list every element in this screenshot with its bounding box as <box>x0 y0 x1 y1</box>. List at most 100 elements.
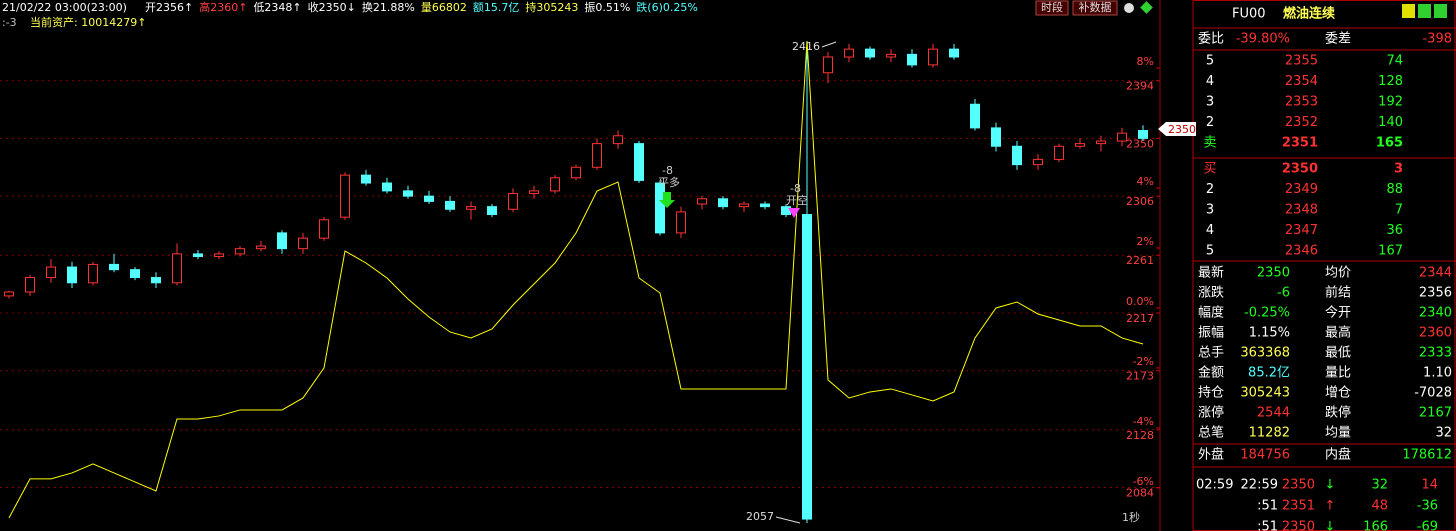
tick-volume: 32 <box>1371 478 1388 493</box>
stat-value: 32 <box>1435 426 1452 441</box>
book-qty: 128 <box>1378 74 1403 89</box>
book-qty: 3 <box>1394 162 1403 177</box>
candle-body <box>1096 140 1106 145</box>
y-tick-label: 2217 <box>1126 312 1154 325</box>
tick-change: -69 <box>1417 520 1438 531</box>
stat-value: 363368 <box>1240 346 1290 361</box>
candle-body <box>298 237 308 250</box>
button[interactable] <box>1072 0 1118 16</box>
candle-body <box>886 53 896 58</box>
book-level: 4 <box>1206 74 1214 89</box>
stat-label: 金额 <box>1198 365 1224 381</box>
tick-time: 22:59 <box>1241 478 1278 493</box>
stat-value: 184756 <box>1240 448 1290 463</box>
candle-body <box>4 291 14 297</box>
stat-value: 2340 <box>1419 306 1452 321</box>
panel-text: 委差 <box>1325 32 1351 47</box>
sub-label: :-3 <box>2 16 17 29</box>
price-tag <box>1158 122 1196 136</box>
candle-body <box>529 190 539 195</box>
stat-value: 2356 <box>1419 286 1452 301</box>
book-level: 5 <box>1206 54 1214 69</box>
candle-body <box>571 166 581 179</box>
book-qty: 7 <box>1395 203 1403 218</box>
candle-body <box>277 232 287 250</box>
y2-tick-label: -4% <box>1133 415 1154 428</box>
candle-body <box>1033 158 1043 166</box>
stat-label: 振幅 <box>1198 326 1224 341</box>
y2-tick-label: -2% <box>1133 355 1154 368</box>
candle-body <box>403 190 413 197</box>
button-label[interactable]: 时段 <box>1041 0 1063 14</box>
panel-text: 外盘 <box>1198 447 1224 463</box>
panel-text: 委比 <box>1198 32 1224 47</box>
y-tick-label: 2394 <box>1126 80 1154 93</box>
candle-body <box>67 266 77 284</box>
stat-value: 2167 <box>1419 406 1452 421</box>
book-price: 2354 <box>1285 74 1318 89</box>
stat-value: -7028 <box>1414 386 1452 401</box>
candle-body <box>361 174 371 184</box>
y-tick-label: 2084 <box>1126 487 1154 500</box>
stat-value: 85.2亿 <box>1248 366 1290 381</box>
candle-body <box>781 206 791 216</box>
stat-value: 2350 <box>1257 266 1290 281</box>
panel-value: -39.80% <box>1236 32 1290 47</box>
candle-body <box>193 253 203 258</box>
candle-body <box>1012 145 1022 166</box>
y-tick-label: 2261 <box>1126 254 1154 267</box>
y-tick-label: 2128 <box>1126 429 1154 442</box>
book-qty: 36 <box>1386 223 1403 238</box>
candle-body <box>802 214 812 520</box>
candle-body <box>340 174 350 218</box>
tick-change: -36 <box>1417 499 1438 514</box>
y2-tick-label: 8% <box>1137 55 1154 68</box>
book-price: 2347 <box>1285 223 1318 238</box>
book-level: 卖 <box>1203 136 1216 151</box>
stat-value: 1.15% <box>1249 326 1290 341</box>
price-tag-label: 2350 <box>1168 123 1196 136</box>
trade-arrow <box>788 208 800 218</box>
assets: 当前资产: 10014279↑ <box>30 15 146 29</box>
candle-body <box>214 253 224 258</box>
book-qty: 88 <box>1386 182 1403 197</box>
book-price: 2348 <box>1285 203 1318 218</box>
panel-value: -398 <box>1422 32 1452 47</box>
stat-value: 11282 <box>1249 426 1290 441</box>
book-level: 5 <box>1206 244 1214 259</box>
quote-field: 持305243 <box>525 0 578 14</box>
tick-dir: ↓ <box>1325 478 1336 493</box>
button[interactable] <box>1035 0 1069 16</box>
quote-field: 量66802 <box>421 1 467 14</box>
tick-time: :51 <box>1257 499 1278 514</box>
high-label: 2416 <box>792 40 820 53</box>
candle-body <box>760 203 770 208</box>
stat-label: 量比 <box>1325 366 1351 381</box>
button-label[interactable]: 补数据 <box>1079 0 1112 14</box>
stat-value: 2544 <box>1257 406 1290 421</box>
stat-label: 均量 <box>1325 426 1351 441</box>
stat-label: 均价 <box>1325 266 1351 281</box>
candle-body <box>970 103 980 129</box>
candle-body <box>172 253 182 284</box>
book-level: 2 <box>1206 115 1214 130</box>
stat-label: 增仓 <box>1325 386 1351 401</box>
candle-body <box>739 203 749 208</box>
candle-body <box>1117 132 1127 142</box>
candle-body <box>718 198 728 208</box>
stat-label: 跌停 <box>1325 405 1351 421</box>
tick-time: :51 <box>1257 520 1278 531</box>
book-level: 3 <box>1206 203 1214 218</box>
stat-label: 持仓 <box>1198 386 1224 401</box>
clock-icon[interactable] <box>1124 3 1134 13</box>
quote-field: 低2348↑ <box>253 1 301 14</box>
candle-body <box>319 219 329 239</box>
tick-volume: 48 <box>1371 499 1388 514</box>
stat-value: 2360 <box>1419 326 1452 341</box>
quote-field: 振0.51% <box>584 0 630 14</box>
book-price: 2353 <box>1285 95 1318 110</box>
stat-label: 总笔 <box>1198 425 1224 441</box>
book-price: 2346 <box>1285 244 1318 259</box>
